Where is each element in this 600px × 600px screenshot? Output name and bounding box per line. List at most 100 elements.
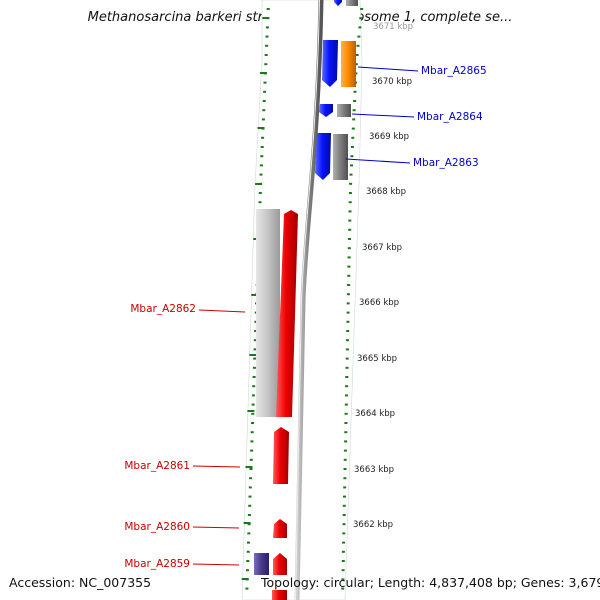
minor-tick <box>356 44 360 47</box>
strand-highlight <box>295 0 320 600</box>
minor-tick <box>344 431 348 434</box>
minor-tick <box>345 394 348 397</box>
major-tick <box>262 17 270 19</box>
minor-tick <box>258 201 262 204</box>
gene-labels: Mbar_A2865 Mbar_A2864 Mbar_A2863 Mbar_A2… <box>124 65 486 570</box>
minor-tick <box>344 403 348 406</box>
minor-tick <box>344 422 348 424</box>
gene-mbar-a2862-lightgray[interactable] <box>256 209 280 417</box>
minor-tick <box>343 468 347 470</box>
minor-tick <box>250 449 254 452</box>
minor-tick <box>351 136 355 139</box>
minor-tick <box>247 514 251 516</box>
gene-features <box>254 0 358 600</box>
major-ticks <box>241 17 270 580</box>
minor-tick <box>264 63 268 66</box>
minor-tick <box>251 403 255 406</box>
central-strand <box>294 0 324 600</box>
genome-summary-text: Topology: circular; Length: 4,837,408 bp… <box>261 575 600 590</box>
minor-tick <box>348 238 351 240</box>
major-tick <box>243 522 251 524</box>
minor-tick <box>355 54 359 56</box>
minor-tick <box>251 412 255 415</box>
gene-mbar-a2866-blue[interactable] <box>334 0 342 6</box>
gene-mbar-a2863-gray[interactable] <box>333 134 348 180</box>
minor-tick <box>348 228 352 231</box>
minor-tick <box>254 320 258 323</box>
gene-mbar-a2858-red[interactable] <box>272 590 287 600</box>
minor-tick <box>341 550 345 553</box>
gene-mbar-a2864-gray[interactable] <box>337 104 351 117</box>
minor-tick <box>342 504 346 507</box>
gene-mbar-a2859-purple[interactable] <box>254 553 269 575</box>
minor-tick <box>245 587 249 590</box>
minor-tick <box>348 201 352 204</box>
gene-label[interactable]: Mbar_A2865 <box>421 65 487 77</box>
minor-tick <box>247 532 251 535</box>
minor-tick <box>260 146 264 148</box>
gene-label[interactable]: Mbar_A2859 <box>124 558 190 570</box>
minor-tick <box>343 477 347 480</box>
minor-tick <box>246 560 250 562</box>
gene-label[interactable]: Mbar_A2860 <box>124 521 190 533</box>
minor-tick <box>250 440 254 443</box>
minor-tick <box>252 376 256 378</box>
minor-tick <box>259 164 263 167</box>
minor-tick <box>254 330 258 332</box>
minor-tick <box>265 35 269 38</box>
gene-mbar-a2861-red[interactable] <box>273 427 289 484</box>
minor-tick <box>253 348 257 351</box>
gene-label[interactable]: Mbar_A2863 <box>413 157 479 169</box>
scale-label: 3671 kbp <box>373 22 413 32</box>
minor-tick <box>248 495 252 498</box>
minor-tick <box>346 293 350 296</box>
gene-mbar-a2860-red[interactable] <box>273 519 287 538</box>
major-tick <box>255 183 263 185</box>
minor-tick <box>260 155 264 158</box>
gene-mbar-a2864-blue[interactable] <box>319 104 333 117</box>
gene-label[interactable]: Mbar_A2862 <box>130 303 196 315</box>
minor-tick <box>358 26 362 29</box>
minor-tick <box>342 523 346 526</box>
minor-tick <box>261 136 265 139</box>
minor-tick <box>266 8 270 10</box>
major-tick <box>249 354 257 356</box>
gene-label[interactable]: Mbar_A2861 <box>124 460 190 472</box>
minor-tick <box>262 100 266 102</box>
gene-mbar-a2866-gray[interactable] <box>346 0 358 6</box>
major-tick <box>257 127 265 129</box>
minor-tick <box>341 560 345 562</box>
minor-tick <box>258 192 262 194</box>
gene-mbar-a2859-red[interactable] <box>273 553 287 575</box>
minor-tick <box>347 284 351 286</box>
scale-label: 3670 kbp <box>372 77 412 87</box>
major-tick <box>241 578 249 580</box>
gene-mbar-a2865-blue[interactable] <box>322 40 338 87</box>
minor-tick <box>253 357 257 360</box>
minor-tick <box>246 550 250 553</box>
minor-tick <box>352 109 356 112</box>
gene-mbar-a2865-orange[interactable] <box>341 41 356 87</box>
minor-tick <box>251 394 255 397</box>
scale-label: 3666 kbp <box>359 298 399 308</box>
minor-tick <box>253 339 257 342</box>
minor-tick <box>252 385 256 388</box>
minor-tick <box>265 26 269 29</box>
minor-tick <box>250 431 254 434</box>
scale-label: 3663 kbp <box>354 465 394 475</box>
minor-tick <box>348 210 352 213</box>
minor-tick <box>347 256 351 259</box>
minor-tick <box>249 468 253 470</box>
minor-tick <box>345 357 349 360</box>
minor-tick <box>353 100 357 102</box>
minor-tick <box>345 376 349 378</box>
gene-mbar-a2863-blue[interactable] <box>315 133 331 180</box>
minor-tick <box>346 302 350 305</box>
minor-tick <box>351 127 355 130</box>
gene-mbar-a2862-red[interactable] <box>276 210 298 417</box>
minor-tick <box>346 311 350 314</box>
scale-label: 3662 kbp <box>353 520 393 530</box>
minor-tick <box>343 486 347 489</box>
gene-label[interactable]: Mbar_A2864 <box>417 111 483 123</box>
